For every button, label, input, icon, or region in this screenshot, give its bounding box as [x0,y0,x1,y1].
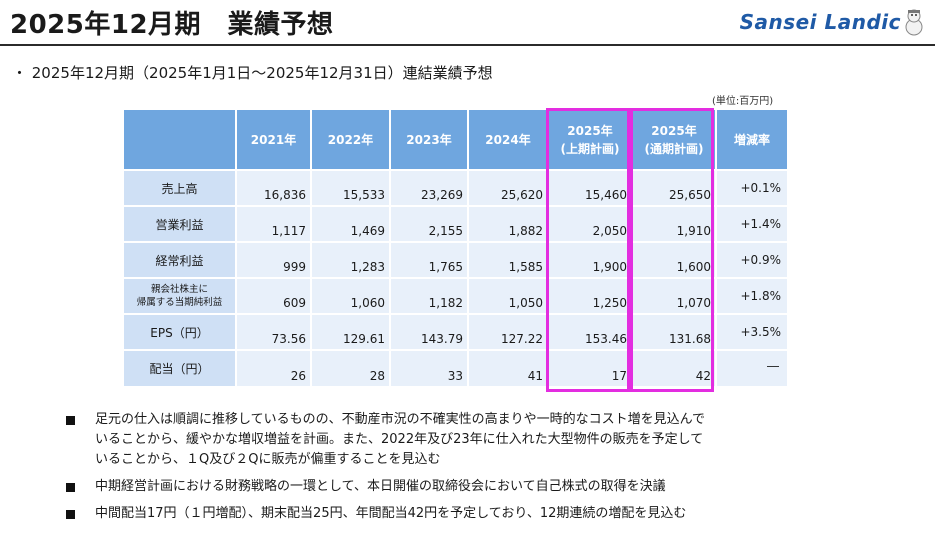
cell-value: 17 [548,349,633,386]
list-item: 中期経営計画における財務戦略の一環として、本日開催の取締役会において自己株式の取… [66,477,886,497]
unit-note: (単位:百万円) [712,96,774,107]
cell-value: 1,182 [390,277,469,314]
cell-value: 1,070 [632,277,717,314]
row-label: 親会社株主に 帰属する当期純利益 [124,277,237,314]
cell-value: 1,060 [311,277,391,314]
row-label: EPS（円） [124,313,237,350]
table-header-row: 2021年 2022年 2023年 2024年 2025年 (上期計画) 202… [124,110,789,170]
page-title: 2025年12月期 業績予想 [10,10,334,40]
row-label: 経常利益 [124,241,237,278]
list-item: 足元の仕入は順調に推移しているものの、不動産市況の不確実性の高まりや一時的なコス… [66,410,886,470]
cell-change: +3.5% [716,313,789,350]
cell-value: 26 [236,349,312,386]
header-2025-h1-plan: 2025年 (上期計画) [548,110,633,170]
header-2021: 2021年 [236,110,312,170]
cell-change: +1.8% [716,277,789,314]
row-label: 営業利益 [124,205,237,242]
logo-text: Sansei Landic [739,10,901,34]
row-label: 配当（円） [124,349,237,386]
cell-value: 23,269 [390,169,469,206]
cell-value: 15,533 [311,169,391,206]
cell-change: +1.4% [716,205,789,242]
cell-value: 1,882 [468,205,549,242]
header-change-rate: 増減率 [716,110,789,170]
cell-change: +0.1% [716,169,789,206]
table-row-net-income: 親会社株主に 帰属する当期純利益 609 1,060 1,182 1,050 1… [124,277,789,314]
highlight-full-year-plan [630,108,714,392]
cell-value: 15,460 [548,169,633,206]
cell-value: 129.61 [311,313,391,350]
header-2025-full-plan: 2025年 (通期計画) [632,110,717,170]
cell-value: 2,155 [390,205,469,242]
table-row-eps: EPS（円） 73.56 129.61 143.79 127.22 153.46… [124,313,789,350]
header-2024: 2024年 [468,110,549,170]
cell-value: 1,585 [468,241,549,278]
cell-value: 25,620 [468,169,549,206]
header-2023: 2023年 [390,110,469,170]
cell-value: 153.46 [548,313,633,350]
header-corner [124,110,237,170]
table-row-ordinary-profit: 経常利益 999 1,283 1,765 1,585 1,900 1,600 +… [124,241,789,278]
table-row-dividend: 配当（円） 26 28 33 41 17 42 ― [124,349,789,386]
cell-value: 2,050 [548,205,633,242]
bullet-text: 足元の仕入は順調に推移しているものの、不動産市況の不確実性の高まりや一時的なコス… [95,412,705,467]
forecast-subtitle: ・ 2025年12月期（2025年1月1日～2025年12月31日）連結業績予想 [12,64,493,82]
cell-value: 1,900 [548,241,633,278]
cell-value: 1,050 [468,277,549,314]
cell-value: 1,910 [632,205,717,242]
table-row-operating-profit: 営業利益 1,117 1,469 2,155 1,882 2,050 1,910… [124,205,789,242]
table-row-sales: 売上高 16,836 15,533 23,269 25,620 15,460 2… [124,169,789,206]
cell-value: 1,765 [390,241,469,278]
highlight-h1-plan [546,108,630,392]
cell-value: 25,650 [632,169,717,206]
cell-value: 73.56 [236,313,312,350]
cell-value: 609 [236,277,312,314]
cell-value: 1,250 [548,277,633,314]
list-item: 中間配当17円（１円増配）、期末配当25円、年間配当42円を予定しており、12期… [66,504,886,524]
cell-value: 42 [632,349,717,386]
cell-value: 131.68 [632,313,717,350]
cell-change: ― [716,349,789,386]
forecast-table: 2021年 2022年 2023年 2024年 2025年 (上期計画) 202… [124,110,789,386]
bullet-square-icon [66,483,75,492]
bullet-list: 足元の仕入は順調に推移しているものの、不動産市況の不確実性の高まりや一時的なコス… [66,410,886,531]
mascot-icon [905,9,923,36]
header-divider [0,44,935,46]
cell-value: 41 [468,349,549,386]
cell-value: 1,600 [632,241,717,278]
cell-value: 999 [236,241,312,278]
header-2022: 2022年 [311,110,391,170]
bullet-square-icon [66,510,75,519]
cell-value: 16,836 [236,169,312,206]
bullet-text: 中期経営計画における財務戦略の一環として、本日開催の取締役会において自己株式の取… [95,479,666,494]
row-label: 売上高 [124,169,237,206]
cell-change: +0.9% [716,241,789,278]
bullet-text: 中間配当17円（１円増配）、期末配当25円、年間配当42円を予定しており、12期… [95,506,687,521]
cell-value: 33 [390,349,469,386]
bullet-square-icon [66,416,75,425]
cell-value: 1,469 [311,205,391,242]
company-logo: Sansei Landic [740,8,925,36]
cell-value: 143.79 [390,313,469,350]
cell-value: 28 [311,349,391,386]
cell-value: 127.22 [468,313,549,350]
cell-value: 1,117 [236,205,312,242]
cell-value: 1,283 [311,241,391,278]
